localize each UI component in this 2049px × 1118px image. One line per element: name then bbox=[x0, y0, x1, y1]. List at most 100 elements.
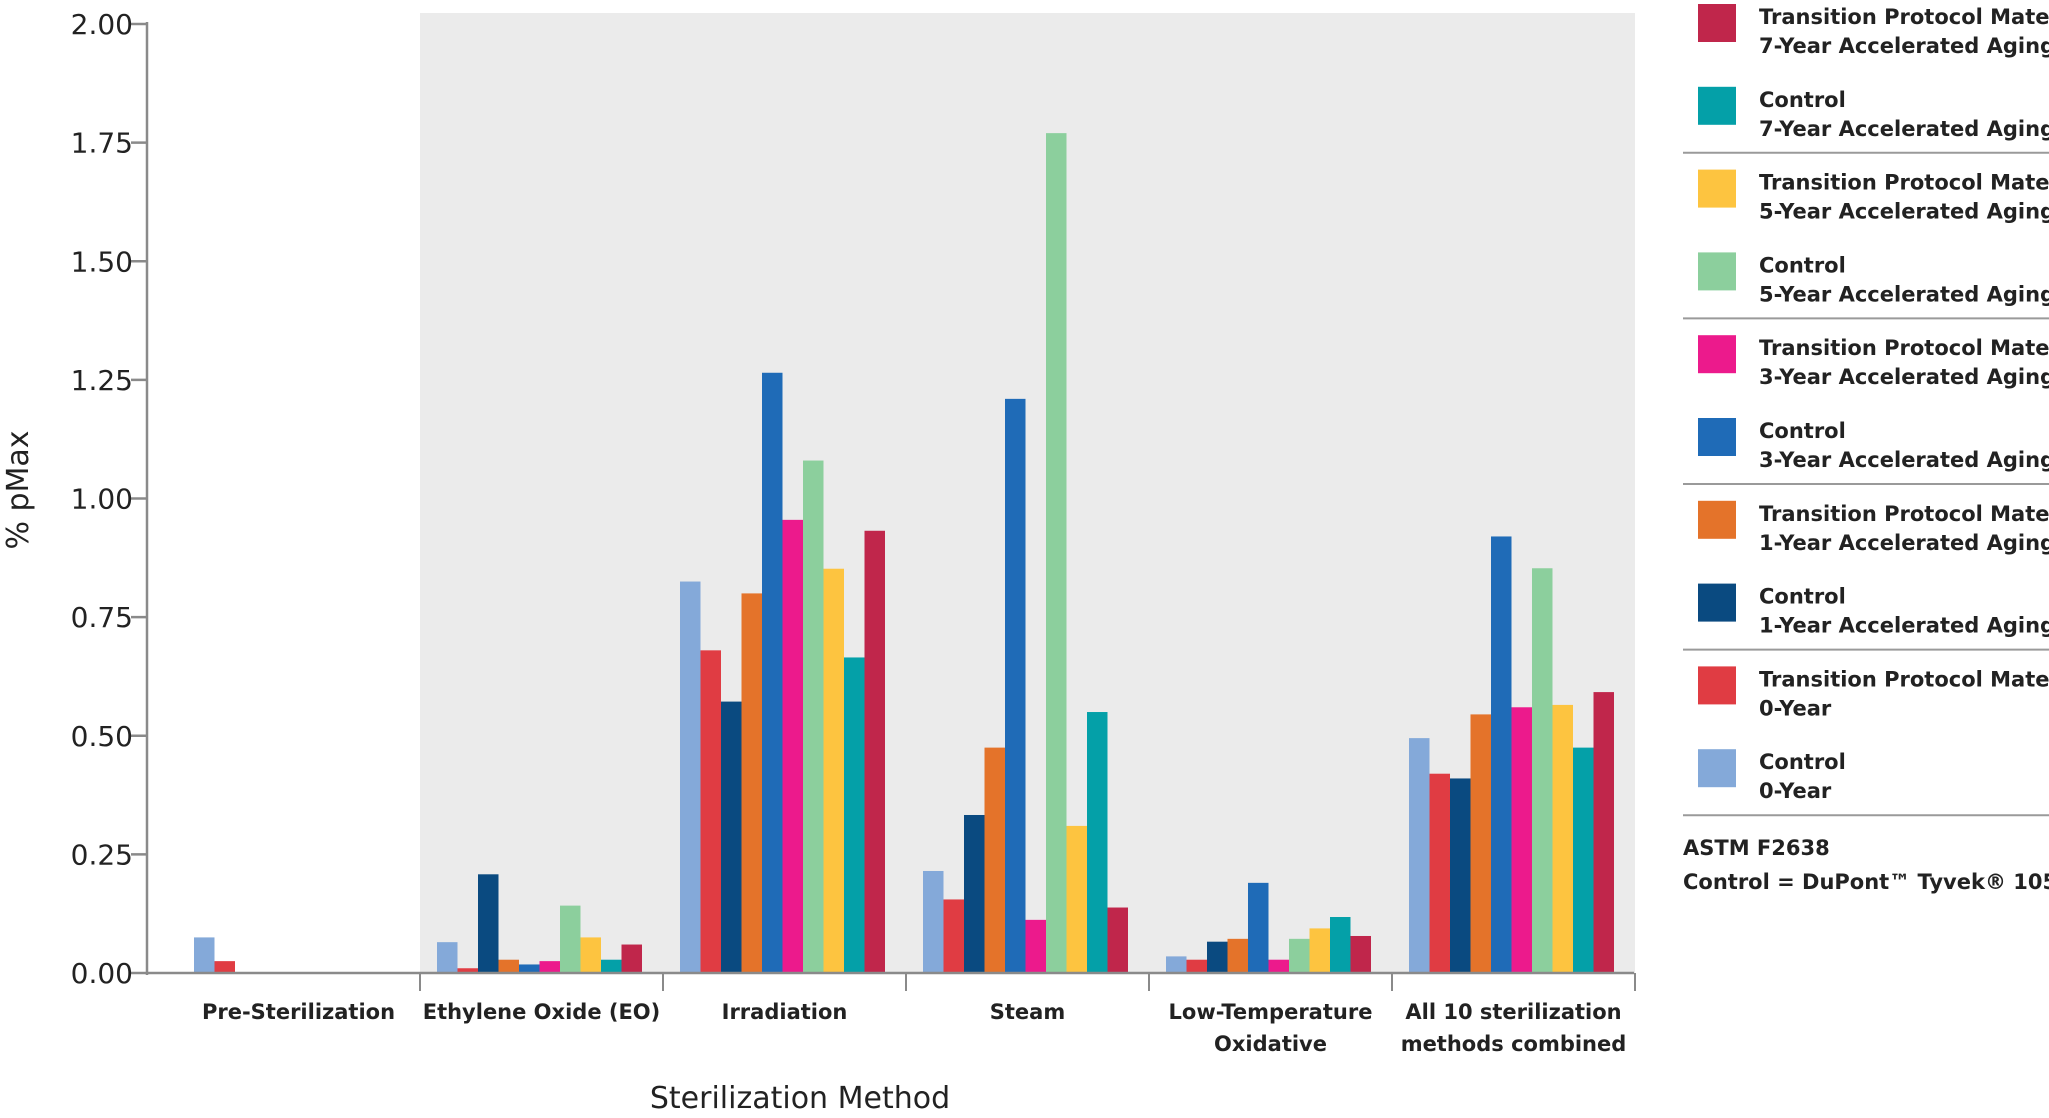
category-label: All 10 sterilization bbox=[1405, 1000, 1621, 1024]
bar bbox=[1289, 938, 1310, 973]
legend-label: 3-Year Accelerated Aging bbox=[1759, 365, 2049, 389]
bar bbox=[864, 530, 885, 973]
bar bbox=[1593, 692, 1614, 973]
legend-label: Transition Protocol Material bbox=[1759, 336, 2049, 360]
bar bbox=[498, 959, 519, 973]
category-label: Oxidative bbox=[1214, 1032, 1327, 1056]
bar bbox=[1046, 133, 1067, 973]
legend: Transition Protocol Material 7-Year Accel… bbox=[1683, 4, 2049, 817]
bar bbox=[601, 959, 622, 973]
bar bbox=[1573, 747, 1594, 973]
legend-swatch bbox=[1698, 86, 1736, 125]
bar bbox=[844, 657, 865, 973]
legend-label: Control bbox=[1759, 253, 1846, 277]
bar bbox=[700, 650, 721, 973]
category-label: methods combined bbox=[1401, 1032, 1627, 1056]
legend-label: Transition Protocol Material bbox=[1759, 171, 2049, 195]
x-axis-title: Sterilization Method bbox=[650, 1081, 950, 1116]
y-tick-label: 0.25 bbox=[71, 838, 133, 871]
y-tick-label: 0.50 bbox=[71, 720, 133, 753]
legend-label: 3-Year Accelerated Aging bbox=[1759, 448, 2049, 472]
y-tick-labels: 0.00 0.25 0.50 0.75 1.00 1.25 1.50 1.75 2.00 bbox=[71, 8, 133, 990]
legend-swatch bbox=[1698, 335, 1736, 374]
bar bbox=[1025, 919, 1046, 973]
legend-label: 0-Year bbox=[1759, 696, 1832, 720]
legend-swatch bbox=[1698, 418, 1736, 456]
bar bbox=[1268, 959, 1289, 973]
legend-label: Control bbox=[1759, 585, 1846, 609]
y-tick-label: 1.75 bbox=[71, 127, 133, 160]
bar bbox=[457, 968, 478, 973]
bar bbox=[560, 905, 581, 973]
bar bbox=[721, 701, 742, 973]
legend-label: 1-Year Accelerated Aging bbox=[1759, 614, 2049, 638]
y-tick-label: 0.00 bbox=[71, 957, 133, 990]
x-category-labels: Pre-Sterilization Ethylene Oxide (EO) Irra… bbox=[202, 1000, 1626, 1056]
bar bbox=[823, 568, 844, 973]
bar bbox=[964, 814, 985, 973]
bar bbox=[1429, 773, 1450, 973]
bar bbox=[1166, 956, 1187, 973]
bar bbox=[1186, 959, 1207, 973]
legend-label: 1-Year Accelerated Aging bbox=[1759, 531, 2049, 555]
legend-swatch bbox=[1698, 500, 1736, 539]
bar bbox=[1350, 935, 1371, 973]
legend-label: Control bbox=[1759, 750, 1846, 774]
legend-label: Transition Protocol Material bbox=[1759, 667, 2049, 691]
bar bbox=[1087, 712, 1108, 973]
bar bbox=[923, 870, 944, 973]
y-tick-label: 1.00 bbox=[71, 483, 133, 516]
bar bbox=[1409, 738, 1430, 973]
bar bbox=[478, 874, 499, 973]
legend-label: Transition Protocol Material bbox=[1759, 5, 2049, 29]
bar bbox=[741, 593, 762, 973]
category-band bbox=[1149, 13, 1392, 973]
bar bbox=[437, 942, 458, 973]
legend-label: 7-Year Accelerated Aging bbox=[1759, 34, 2049, 58]
legend-label: 7-Year Accelerated Aging bbox=[1759, 117, 2049, 141]
legend-label: Control bbox=[1759, 419, 1846, 443]
legend-label: 0-Year bbox=[1759, 779, 1832, 803]
bar bbox=[1450, 778, 1471, 973]
category-label: Low-Temperature bbox=[1169, 1000, 1373, 1024]
bar bbox=[621, 944, 642, 973]
bar bbox=[1511, 707, 1532, 973]
category-label: Steam bbox=[990, 1000, 1065, 1024]
bar bbox=[1227, 938, 1248, 973]
legend-label: Control bbox=[1759, 88, 1846, 112]
bar bbox=[1107, 907, 1128, 973]
bar bbox=[539, 961, 560, 973]
bar bbox=[984, 747, 1005, 973]
y-axis-title: % pMax bbox=[1, 430, 36, 549]
bar bbox=[762, 372, 783, 973]
bar bbox=[803, 460, 824, 973]
bar bbox=[1470, 714, 1491, 973]
category-band bbox=[906, 13, 1149, 973]
note-text: Control = DuPont™ Tyvek® 1059B bbox=[1683, 870, 2049, 894]
y-tick-label: 2.00 bbox=[71, 8, 133, 41]
bar bbox=[1066, 825, 1087, 973]
category-label: Irradiation bbox=[722, 1000, 848, 1024]
legend-label: Transition Protocol Material bbox=[1759, 502, 2049, 526]
bar bbox=[580, 937, 601, 973]
y-tick-label: 1.25 bbox=[71, 364, 133, 397]
notes: ASTM F2638 Control = DuPont™ Tyvek® 1059B bbox=[1683, 836, 2049, 894]
bar bbox=[680, 581, 701, 973]
y-tick-label: 0.75 bbox=[71, 601, 133, 634]
y-tick-label: 1.50 bbox=[71, 245, 133, 278]
bar bbox=[194, 937, 215, 973]
bar bbox=[214, 961, 235, 973]
legend-swatch bbox=[1698, 749, 1736, 788]
category-band bbox=[420, 13, 663, 973]
bars bbox=[194, 133, 1614, 974]
category-label: Ethylene Oxide (EO) bbox=[423, 1000, 661, 1024]
bar bbox=[1552, 704, 1573, 973]
legend-label: 5-Year Accelerated Aging bbox=[1759, 200, 2049, 224]
bar bbox=[1207, 941, 1228, 973]
bar bbox=[1005, 398, 1026, 974]
bar bbox=[943, 899, 964, 973]
bar bbox=[519, 964, 540, 973]
legend-swatch bbox=[1698, 583, 1736, 622]
legend-swatch bbox=[1698, 4, 1736, 42]
